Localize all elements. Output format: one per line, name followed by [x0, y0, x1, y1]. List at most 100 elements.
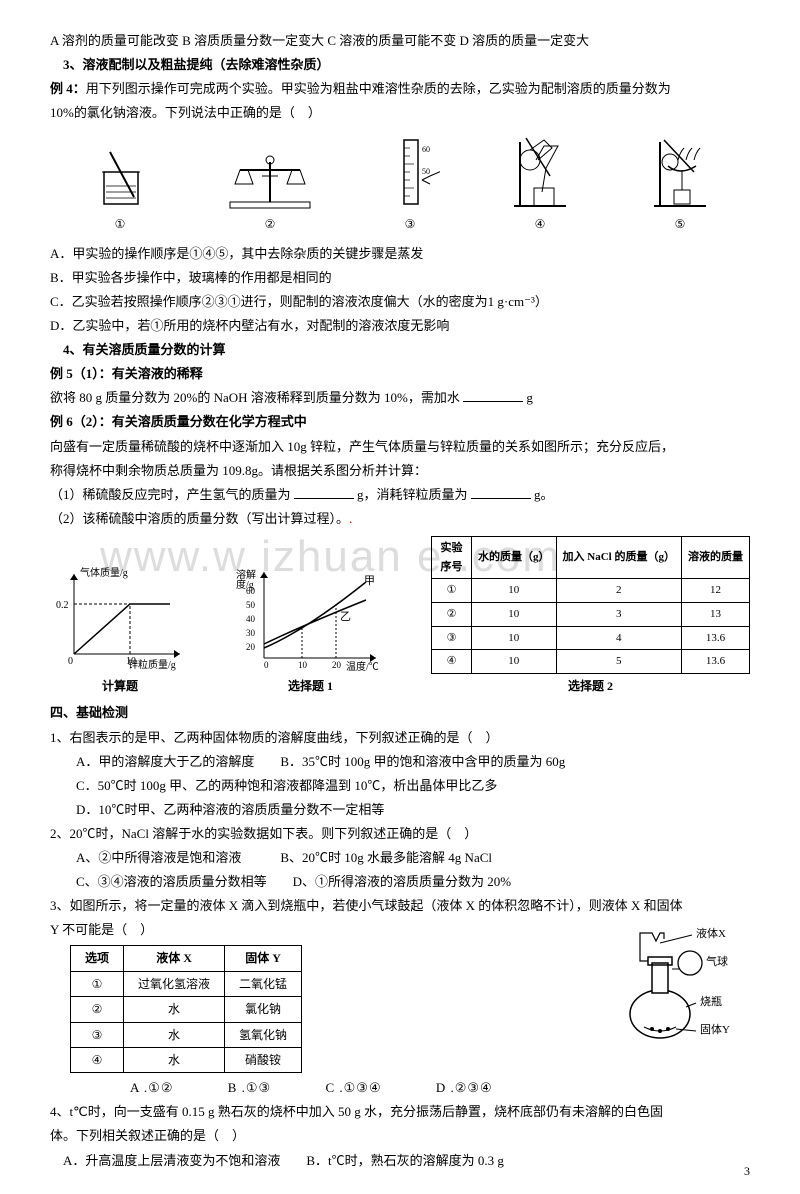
svg-text:温度/℃: 温度/℃ — [346, 660, 379, 673]
ex6-q1-a: （1）稀硫酸反应完时，产生氢气的质量为 — [50, 487, 291, 502]
fig-3: 60 50 ③ — [380, 132, 440, 234]
ex6-q1: （1）稀硫酸反应完时，产生氢气的质量为 g，消耗锌粒质量为 g。 — [50, 484, 750, 506]
calc-caption: 计算题 — [102, 676, 138, 696]
ex5-title: 例 5（1）：有关溶液的稀释 — [50, 363, 750, 385]
td: 4 — [556, 626, 681, 650]
td: 13 — [681, 602, 749, 626]
ex6-title: 例 6（2）：有关溶质质量分数在化学方程式中 — [50, 411, 750, 433]
opt-b: B .①③ — [228, 1080, 271, 1095]
td: 2 — [556, 579, 681, 603]
q4-line2: 体。下列相关叙述正确的是（ ） — [50, 1125, 750, 1147]
ex6-q1-b: g，消耗锌粒质量为 — [357, 487, 468, 502]
opt-c: C .①③④ — [325, 1080, 381, 1095]
opt-a: A .①② — [130, 1080, 173, 1095]
q1: 1、右图表示的是甲、乙两种固体物质的溶解度曲线，下列叙述正确的是（ ） — [50, 727, 750, 749]
q3-line2: Y 不可能是（ ） — [50, 919, 586, 941]
svg-text:乙: 乙 — [340, 610, 351, 623]
td: 10 — [472, 650, 557, 674]
td: 3 — [556, 602, 681, 626]
ex4-opt-a: A．甲实验的操作顺序是①④⑤，其中去除杂质的关键步骤是蒸发 — [50, 243, 750, 265]
ex4-line1: 例 4：用下列图示操作可完成两个实验。甲实验为粗盐中难溶性杂质的去除，乙实验为配… — [50, 78, 750, 100]
td: 13.6 — [681, 650, 749, 674]
svg-text:50: 50 — [246, 600, 256, 610]
y-label: 气体质量/g — [80, 566, 128, 579]
td: 13.6 — [681, 626, 749, 650]
sel2-table: 实验序号 水的质量（g） 加入 NaCl 的质量（g） 溶液的质量 ①10212… — [431, 536, 750, 674]
td: 10 — [472, 626, 557, 650]
td: ② — [71, 997, 124, 1022]
ex5-text-a: 欲将 80 g 质量分数为 20%的 NaOH 溶液稀释到质量分数为 10%，需… — [50, 390, 460, 405]
th: 选项 — [71, 946, 124, 971]
ex6-q2-text: （2）该稀硫酸中溶质的质量分数（写出计算过程）。 — [50, 511, 349, 526]
sel2-table-wrap: 实验序号 水的质量（g） 加入 NaCl 的质量（g） 溶液的质量 ①10212… — [431, 536, 750, 697]
filter-icon — [500, 132, 580, 212]
blank-2 — [294, 486, 354, 499]
ex4-text1: 用下列图示操作可完成两个实验。甲实验为粗盐中难溶性杂质的去除，乙实验为配制溶质的… — [86, 81, 671, 96]
q2-cd: C、③④溶液的溶质质量分数相等 D、①所得溶液的溶质质量分数为 20% — [50, 871, 750, 893]
td: 10 — [472, 602, 557, 626]
ymax: 0.2 — [56, 600, 69, 611]
q3-line1: 3、如图所示，将一定量的液体 X 滴入到烧瓶中，若使小气球鼓起（液体 X 的体积… — [50, 895, 750, 917]
td: ③ — [71, 1022, 124, 1047]
td: ④ — [432, 650, 472, 674]
section-3-title: 3、溶液配制以及粗盐提纯（去除难溶性杂质） — [50, 54, 750, 76]
svg-text:10: 10 — [298, 660, 308, 670]
flask-balloon-icon: 液体X 气球 烧瓶 固体Y — [600, 919, 750, 1049]
ex6-q2: （2）该稀硫酸中溶质的质量分数（写出计算过程）。. — [50, 508, 750, 530]
fig-2: ② — [220, 142, 320, 234]
ex4-opt-b: B．甲实验各步操作中，玻璃棒的作用都是相同的 — [50, 267, 750, 289]
fig5-label: ⑤ — [675, 214, 686, 234]
svg-text:50: 50 — [422, 167, 430, 176]
td: 氢氧化钠 — [225, 1022, 302, 1047]
td: 12 — [681, 579, 749, 603]
section-4-title: 4、有关溶质质量分数的计算 — [50, 339, 750, 361]
svg-text:气球: 气球 — [706, 954, 728, 968]
svg-text:20: 20 — [332, 660, 342, 670]
sel1-graph: 203040 5060 01020 溶解度/g 温度/℃ 甲 乙 选择题 1 — [236, 564, 386, 696]
balance-icon — [220, 142, 320, 212]
triple-row: 气体质量/g 锌粒质量/g 0.2 10 0 计算题 203040 5060 0… — [50, 536, 750, 697]
th: 加入 NaCl 的质量（g） — [556, 536, 681, 578]
td: 水 — [124, 1047, 225, 1072]
q2: 2、20℃时，NaCl 溶解于水的实验数据如下表。则下列叙述正确的是（ ） — [50, 823, 750, 845]
svg-text:甲: 甲 — [364, 575, 375, 587]
solubility-graph-icon: 203040 5060 01020 溶解度/g 温度/℃ 甲 乙 — [236, 564, 386, 674]
td: 水 — [124, 997, 225, 1022]
ex4-label: 例 4： — [50, 81, 86, 96]
ex5-body: 欲将 80 g 质量分数为 20%的 NaOH 溶液稀释到质量分数为 10%，需… — [50, 387, 750, 409]
q4-line1: 4、t℃时，向一支盛有 0.15 g 熟石灰的烧杯中加入 50 g 水，充分振荡… — [50, 1101, 750, 1123]
q3-table: 选项液体 X固体 Y ①过氧化氢溶液二氧化锰 ②水氯化钠 ③水氢氧化钠 ④水硝酸… — [70, 945, 302, 1073]
cylinder-icon: 60 50 — [380, 132, 440, 212]
fig-4: ④ — [500, 132, 580, 234]
th: 固体 Y — [225, 946, 302, 971]
ex4-opt-d: D．乙实验中，若①所用的烧杯内壁沾有水，对配制的溶液浓度无影响 — [50, 315, 750, 337]
page-content: A 溶剂的质量可能改变 B 溶质质量分数一定变大 C 溶液的质量可能不变 D 溶… — [50, 30, 750, 1172]
q4-ab: A．升高温度上层清液变为不饱和溶液 B．t℃时，熟石灰的溶解度为 0.3 g — [50, 1150, 750, 1172]
xmax: 10 — [126, 656, 136, 667]
opt-d: D .②③④ — [436, 1080, 493, 1095]
ex6-line1: 向盛有一定质量稀硫酸的烧杯中逐渐加入 10g 锌粒，产生气体质量与锌粒质量的关系… — [50, 436, 750, 458]
td: ④ — [71, 1047, 124, 1072]
th: 实验序号 — [432, 536, 472, 578]
top-options: A 溶剂的质量可能改变 B 溶质质量分数一定变大 C 溶液的质量可能不变 D 溶… — [50, 30, 750, 52]
sel2-caption: 选择题 2 — [568, 676, 613, 696]
th: 液体 X — [124, 946, 225, 971]
fig4-label: ④ — [535, 214, 546, 234]
ex4-line2: 10%的氯化钠溶液。下列说法中正确的是（ ） — [50, 102, 750, 124]
td: 水 — [124, 1022, 225, 1047]
q2-ab: A、②中所得溶液是饱和溶液 B、20℃时 10g 水最多能溶解 4g NaCl — [50, 847, 750, 869]
fig3-label: ③ — [405, 214, 416, 234]
section-base-title: 四、基础检测 — [50, 702, 750, 724]
td: 过氧化氢溶液 — [124, 971, 225, 996]
ex5-text-b: g — [526, 390, 533, 405]
td: 二氧化锰 — [225, 971, 302, 996]
q3-left: Y 不可能是（ ） 选项液体 X固体 Y ①过氧化氢溶液二氧化锰 ②水氯化钠 ③… — [50, 919, 586, 1077]
svg-text:烧瓶: 烧瓶 — [700, 994, 722, 1008]
td: 氯化钠 — [225, 997, 302, 1022]
q3-options: A .①② B .①③ C .①③④ D .②③④ — [50, 1077, 750, 1099]
svg-text:固体Y: 固体Y — [700, 1022, 730, 1036]
td: ② — [432, 602, 472, 626]
td: ① — [432, 579, 472, 603]
evaporate-icon — [640, 132, 720, 212]
apparatus-row: ① ② 60 50 ③ — [50, 132, 750, 234]
